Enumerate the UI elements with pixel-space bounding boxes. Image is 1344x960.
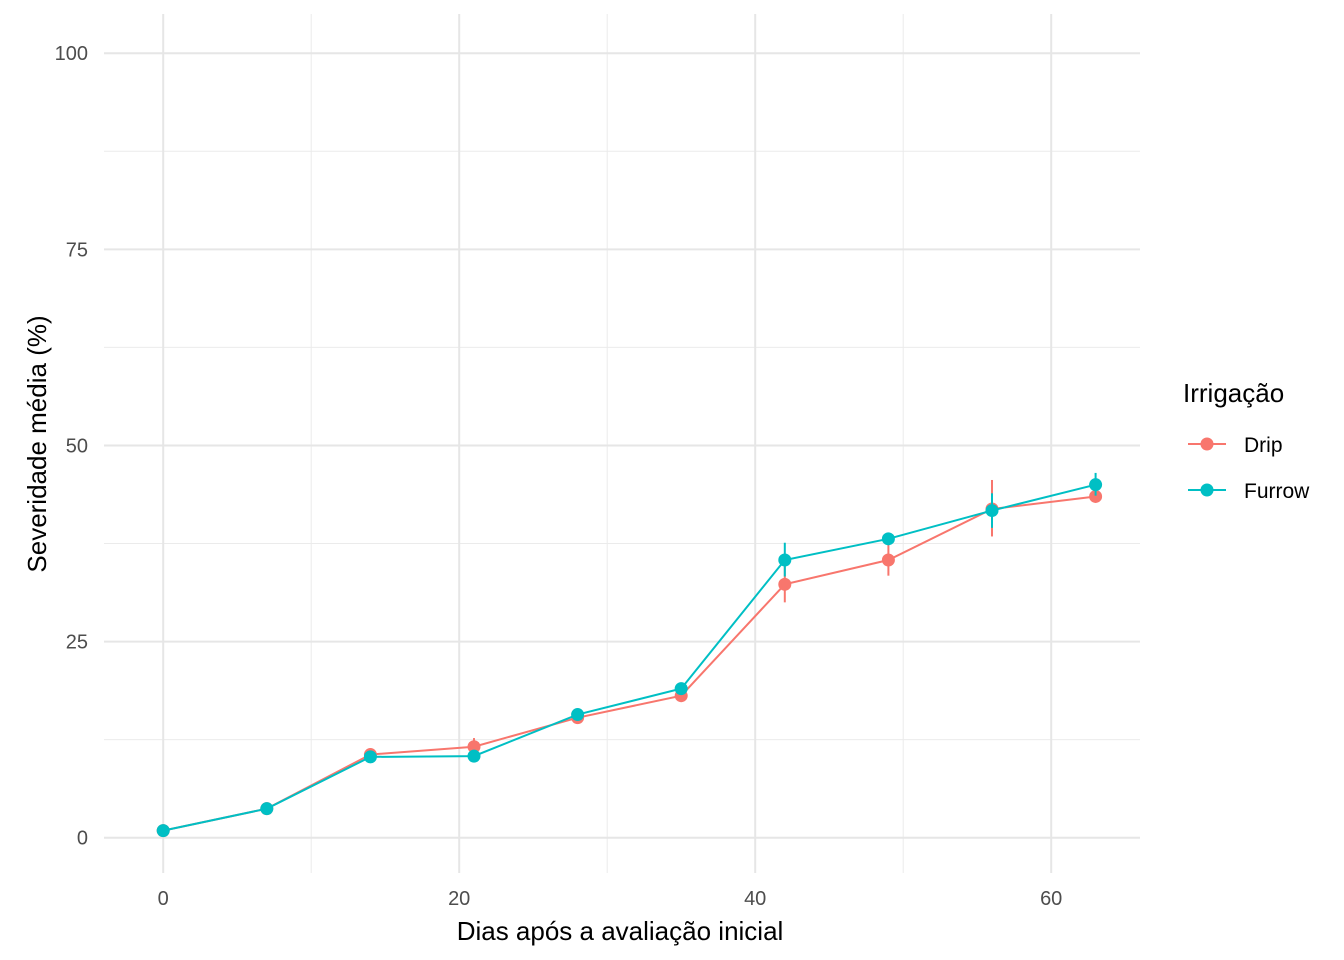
legend-title: Irrigação xyxy=(1183,378,1284,408)
grid-major xyxy=(104,14,1140,873)
legend-item-furrow: Furrow xyxy=(1188,480,1310,503)
x-tick-labels: 0 20 40 60 xyxy=(158,888,1063,910)
series-layer xyxy=(156,472,1103,838)
legend-key-point xyxy=(1200,483,1214,497)
x-tick-label: 60 xyxy=(1040,888,1062,910)
legend-items: Drip Furrow xyxy=(1188,434,1310,503)
y-tick-label: 100 xyxy=(55,43,88,65)
data-point-furrow xyxy=(156,824,170,838)
x-tick-label: 0 xyxy=(158,888,169,910)
data-point-drip xyxy=(1089,489,1103,503)
legend: Irrigação Drip Furrow xyxy=(1183,378,1310,503)
legend-label: Drip xyxy=(1244,434,1283,457)
data-point-furrow xyxy=(260,802,274,816)
data-point-drip xyxy=(881,553,895,567)
legend-key-point xyxy=(1200,437,1214,451)
y-tick-labels: 0 25 50 75 100 xyxy=(55,43,88,849)
series-drip xyxy=(156,479,1103,838)
x-tick-label: 20 xyxy=(448,888,470,910)
x-axis-title: Dias após a avaliação inicial xyxy=(457,916,784,946)
data-point-furrow xyxy=(363,750,377,764)
data-point-furrow xyxy=(571,708,585,722)
data-point-furrow xyxy=(778,553,792,567)
data-point-furrow xyxy=(881,532,895,546)
data-point-furrow xyxy=(467,749,481,763)
y-tick-label: 50 xyxy=(66,435,88,457)
y-tick-label: 25 xyxy=(66,632,88,654)
series-furrow xyxy=(156,472,1103,838)
legend-label: Furrow xyxy=(1244,480,1310,503)
data-point-furrow xyxy=(1089,478,1103,492)
legend-item-drip: Drip xyxy=(1188,434,1283,457)
grid-minor xyxy=(104,14,1140,873)
data-point-drip xyxy=(778,577,792,591)
data-point-furrow xyxy=(985,504,999,518)
data-point-furrow xyxy=(674,682,688,696)
x-tick-label: 40 xyxy=(744,888,766,910)
y-tick-label: 0 xyxy=(77,828,88,850)
y-axis-title: Severidade média (%) xyxy=(22,315,52,572)
data-point-drip xyxy=(467,740,481,754)
series-line-furrow xyxy=(162,483,1096,832)
series-line-drip xyxy=(162,495,1096,832)
y-tick-label: 75 xyxy=(66,239,88,261)
